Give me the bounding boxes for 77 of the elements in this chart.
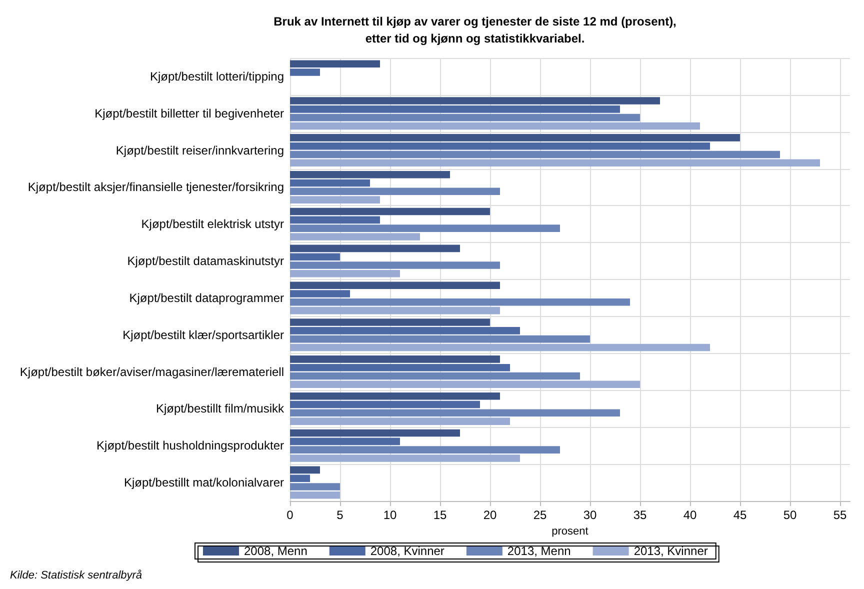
legend-label: 2008, Kvinner <box>370 544 444 558</box>
bar <box>290 372 580 380</box>
bar <box>290 253 340 260</box>
bar <box>290 68 320 76</box>
bar <box>290 298 630 306</box>
y-tick-label: Kjøpt/bestillt mat/kolonialvarer <box>124 476 284 490</box>
bar <box>290 142 710 150</box>
y-tick-label: Kjøpt/bestilt lotteri/tipping <box>150 69 284 84</box>
bar <box>290 150 780 158</box>
bar <box>290 327 520 334</box>
bar <box>290 290 350 298</box>
bar <box>290 344 710 352</box>
y-tick-label: Kjøpt/bestilt datamaskinutstyr <box>127 254 284 268</box>
bar <box>290 356 500 363</box>
y-tick-label: Kjøpt/bestilt elektrisk utstyr <box>141 217 284 232</box>
legend-label: 2013, Kvinner <box>634 544 708 558</box>
bar <box>290 270 400 278</box>
bar <box>290 114 640 122</box>
bar <box>290 196 380 204</box>
bar <box>290 179 370 187</box>
x-tick-label: 20 <box>483 508 497 522</box>
bar <box>290 262 500 269</box>
bar <box>290 400 480 408</box>
x-tick-label: 35 <box>633 508 647 522</box>
y-tick-label: Kjøpt/bestilt klær/sportsartikler <box>122 328 284 342</box>
y-tick-label: Kjøpt/bestilt dataprogrammer <box>129 290 284 305</box>
bar <box>290 483 340 490</box>
bar <box>290 335 590 343</box>
bar <box>290 122 700 130</box>
bar <box>290 282 500 290</box>
bar <box>290 409 620 417</box>
y-tick-label: Kjøpt/bestilt bøker/aviser/magasiner/læremateriell <box>20 364 284 379</box>
x-tick-label: 45 <box>733 508 747 522</box>
bar <box>290 216 380 224</box>
bar <box>290 60 380 68</box>
bar <box>290 170 450 178</box>
chart-title: Bruk av Internett til kjøp av varer og tjenester de siste 12 md (prosent), etter tid og kjønn og statistikkvariabel. <box>274 14 676 46</box>
x-tick-label: 50 <box>783 508 797 522</box>
bar <box>290 454 520 462</box>
bar <box>290 159 820 167</box>
text: Kilde: Statistisk sentralbyrå <box>10 570 142 582</box>
bar <box>290 208 490 216</box>
x-tick-label: 5 <box>336 508 344 522</box>
bar <box>290 474 310 482</box>
bar <box>290 418 510 425</box>
bar <box>290 491 340 499</box>
bar <box>290 466 320 474</box>
x-tick-label: 55 <box>833 508 847 522</box>
legend-label: 2013, Menn <box>507 544 571 558</box>
bar <box>290 224 560 232</box>
x-tick-label: 15 <box>433 508 447 522</box>
bar <box>290 134 740 142</box>
bar <box>290 380 640 388</box>
bar <box>290 429 460 437</box>
bar <box>290 438 400 446</box>
bar <box>290 188 500 196</box>
bar <box>290 318 490 326</box>
x-tick-label: 25 <box>533 508 547 522</box>
bar <box>290 364 510 372</box>
x-axis-title: prosent <box>552 525 588 538</box>
bar <box>290 106 620 113</box>
x-tick-label: 0 <box>286 508 294 522</box>
bar <box>290 306 500 314</box>
y-tick-label: Kjøpt/bestilt reiser/innkvartering <box>116 143 284 158</box>
y-tick-label: Kjøpt/bestilt husholdningsprodukter <box>96 438 284 453</box>
x-tick-label: 10 <box>383 508 397 522</box>
bar <box>290 244 460 252</box>
legend-label: 2008, Menn <box>244 544 308 558</box>
y-tick-label: Kjøpt/bestillt film/musikk <box>156 402 285 416</box>
bar <box>290 446 560 454</box>
bar <box>290 233 420 240</box>
bar <box>290 97 660 104</box>
x-tick-label: 40 <box>683 508 697 522</box>
y-tick-label: Kjøpt/bestilt aksjer/finansielle tjenester/forsikring <box>28 180 284 194</box>
y-tick-label: Kjøpt/bestilt billetter til begivenheter <box>94 106 284 120</box>
x-tick-label: 30 <box>583 508 597 522</box>
bar <box>290 392 500 400</box>
